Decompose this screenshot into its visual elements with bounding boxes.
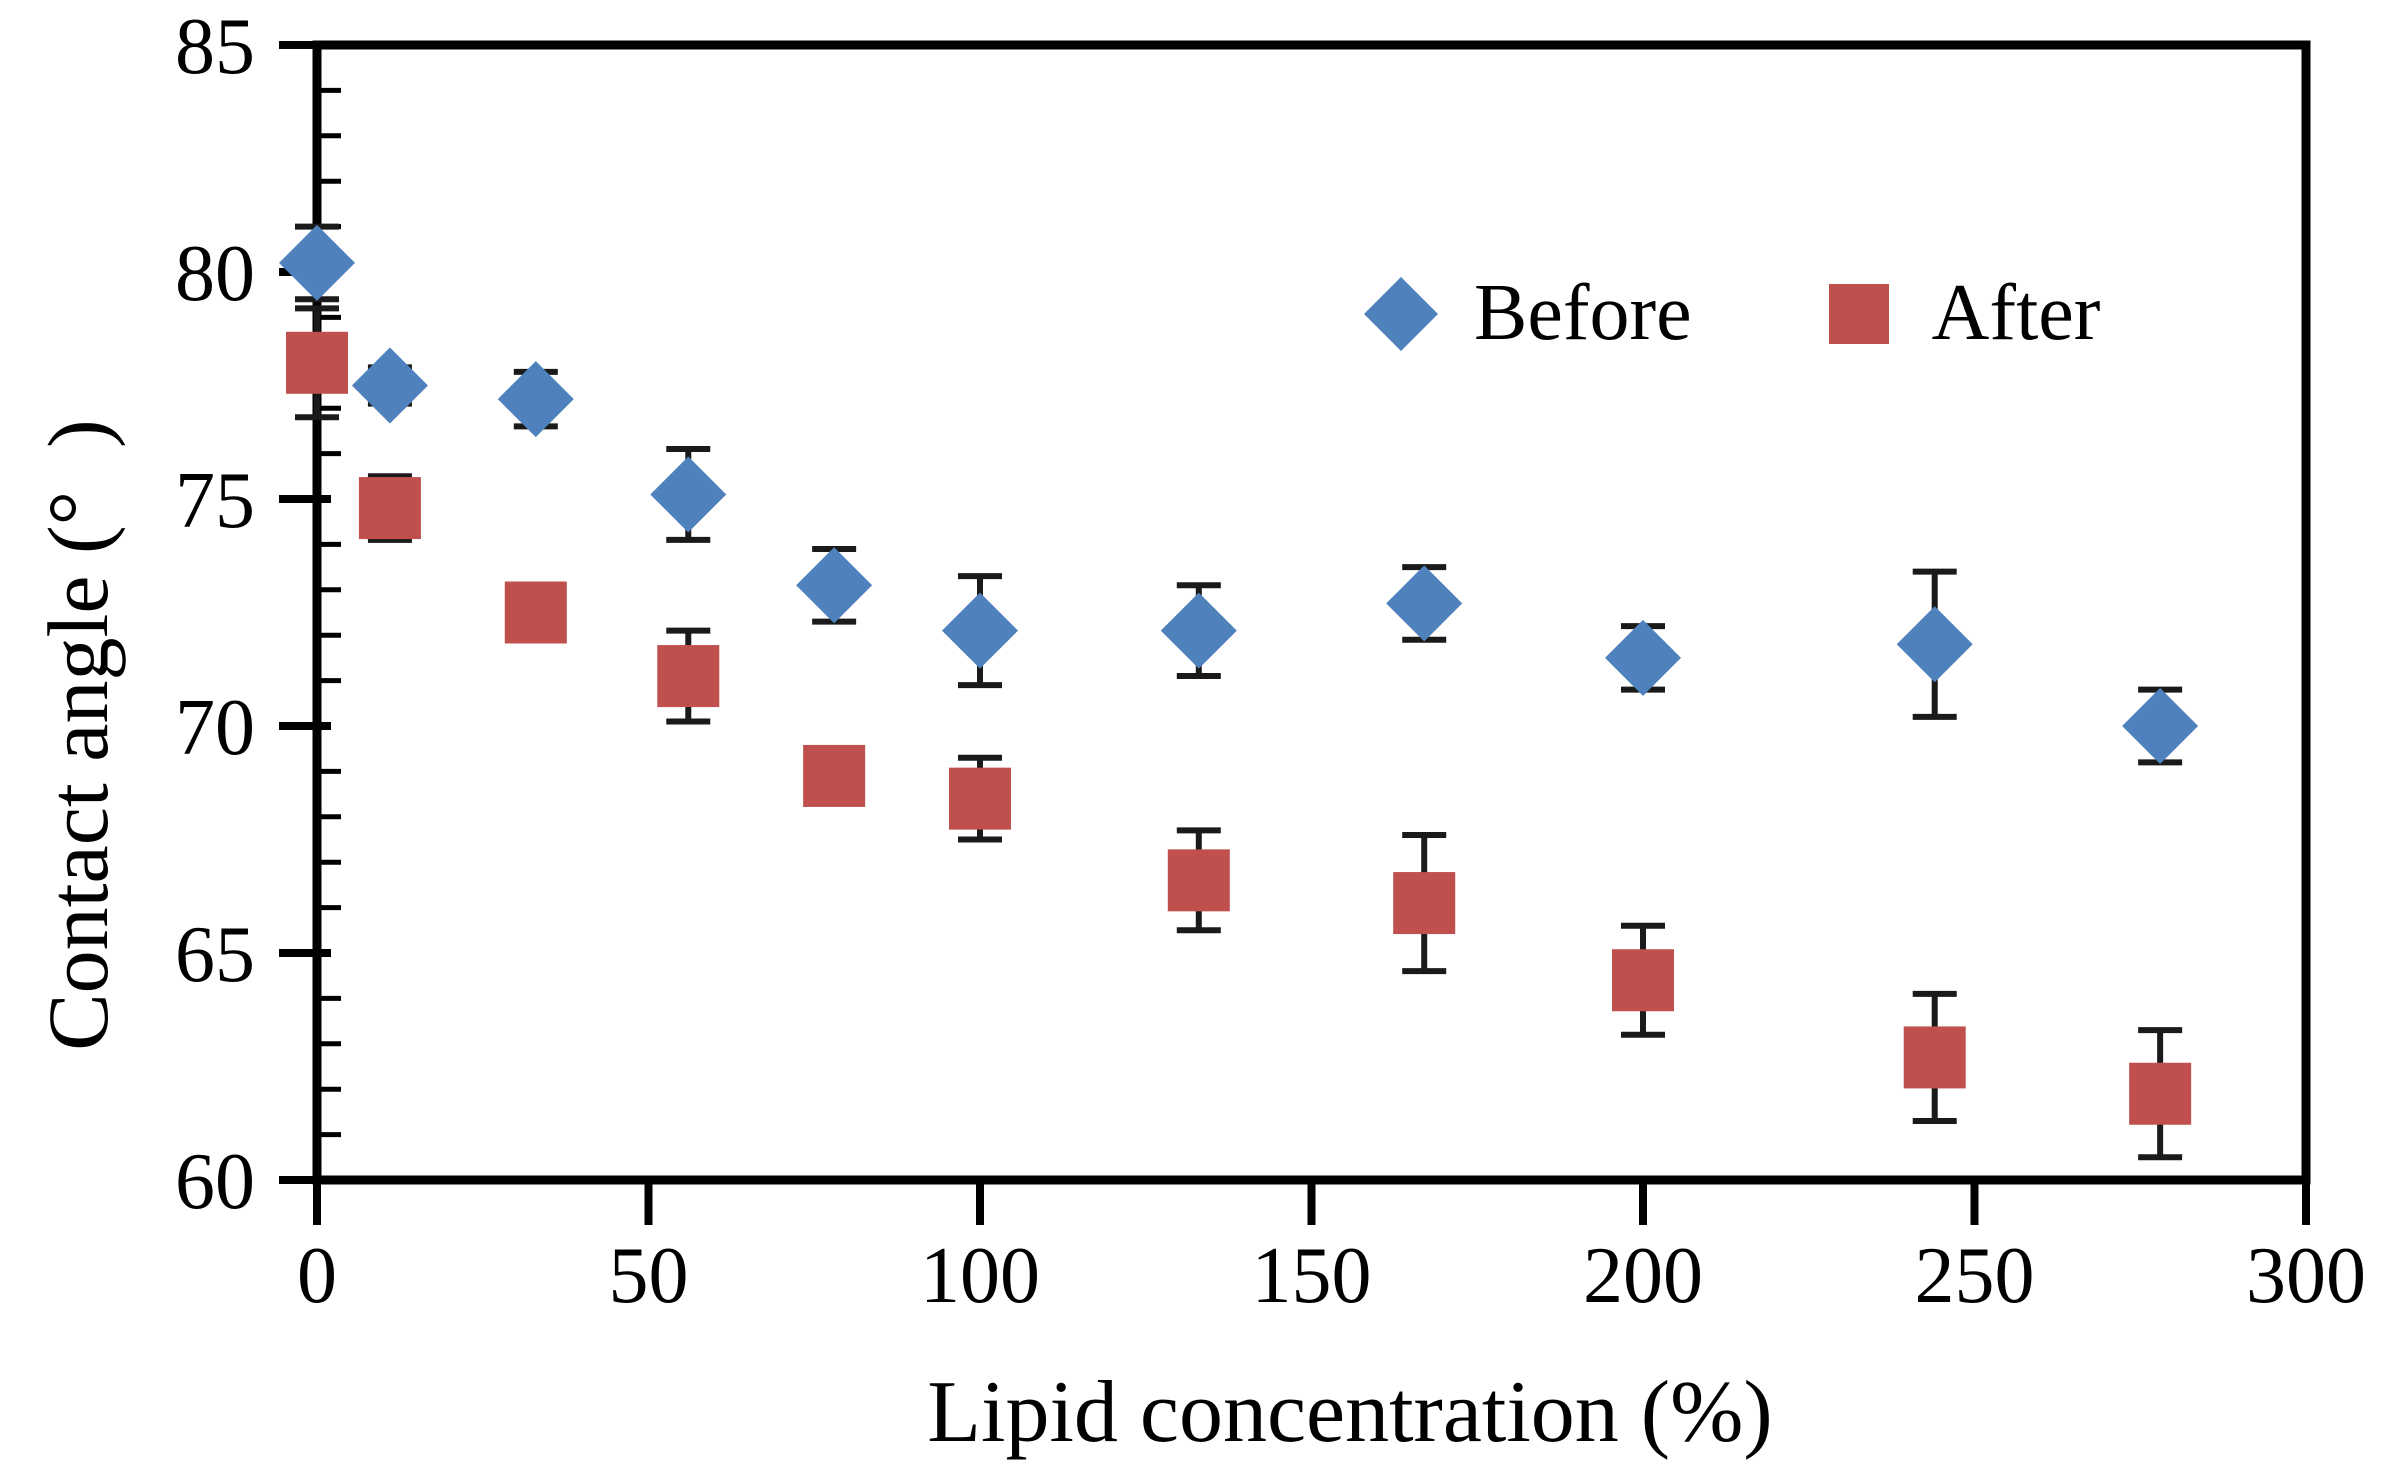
y-tick-label: 65 xyxy=(175,911,255,999)
legend: Before After xyxy=(1362,256,2100,371)
data-point-diamond xyxy=(1386,565,1463,642)
legend-marker-before-icon xyxy=(1362,275,1440,353)
data-point-square xyxy=(1903,1026,1966,1089)
legend-label-after: After xyxy=(1931,269,2101,357)
x-tick-label: 0 xyxy=(297,1232,337,1320)
data-point-square xyxy=(1393,872,1456,935)
data-point-diamond xyxy=(1160,592,1237,669)
data-point-diamond xyxy=(942,592,1018,669)
x-tick-label: 250 xyxy=(1915,1232,2035,1320)
plot-border xyxy=(312,40,2311,1185)
series-before xyxy=(279,223,2199,766)
data-point-square xyxy=(504,581,567,644)
data-point-square xyxy=(657,645,720,708)
x-axis-title: Lipid concentration (%) xyxy=(927,1364,1773,1461)
data-point-square xyxy=(949,767,1011,830)
data-point-diamond xyxy=(1605,619,1681,696)
legend-marker-after-icon xyxy=(1820,275,1898,353)
y-tick-label: 70 xyxy=(175,684,255,772)
data-point-diamond xyxy=(2122,688,2199,764)
x-tick-label: 50 xyxy=(609,1232,689,1320)
series-after xyxy=(286,305,2192,1161)
legend-label-before: Before xyxy=(1474,269,1692,357)
data-point-diamond xyxy=(497,361,574,438)
data-point-diamond xyxy=(650,456,727,533)
data-point-square xyxy=(1612,949,1674,1012)
data-point-diamond xyxy=(796,547,873,624)
x-tick-label: 200 xyxy=(1583,1232,1703,1320)
data-point-diamond xyxy=(279,224,355,301)
y-tick-label: 75 xyxy=(175,457,255,545)
data-point-square xyxy=(286,331,348,394)
x-tick-label: 150 xyxy=(1252,1232,1372,1320)
data-point-square xyxy=(358,477,421,540)
data-point-square xyxy=(803,744,866,807)
y-axis-title: Contact angle (° ) xyxy=(30,419,126,1051)
x-tick-label: 100 xyxy=(920,1232,1040,1320)
y-tick-label: 60 xyxy=(175,1138,255,1226)
data-point-square xyxy=(2129,1062,2192,1125)
data-point-diamond xyxy=(1896,606,1973,683)
y-tick-label: 85 xyxy=(175,3,255,91)
data-point-diamond xyxy=(351,347,428,424)
data-point-square xyxy=(1167,849,1230,912)
x-tick-label: 300 xyxy=(2246,1232,2366,1320)
y-tick-label: 80 xyxy=(175,230,255,318)
